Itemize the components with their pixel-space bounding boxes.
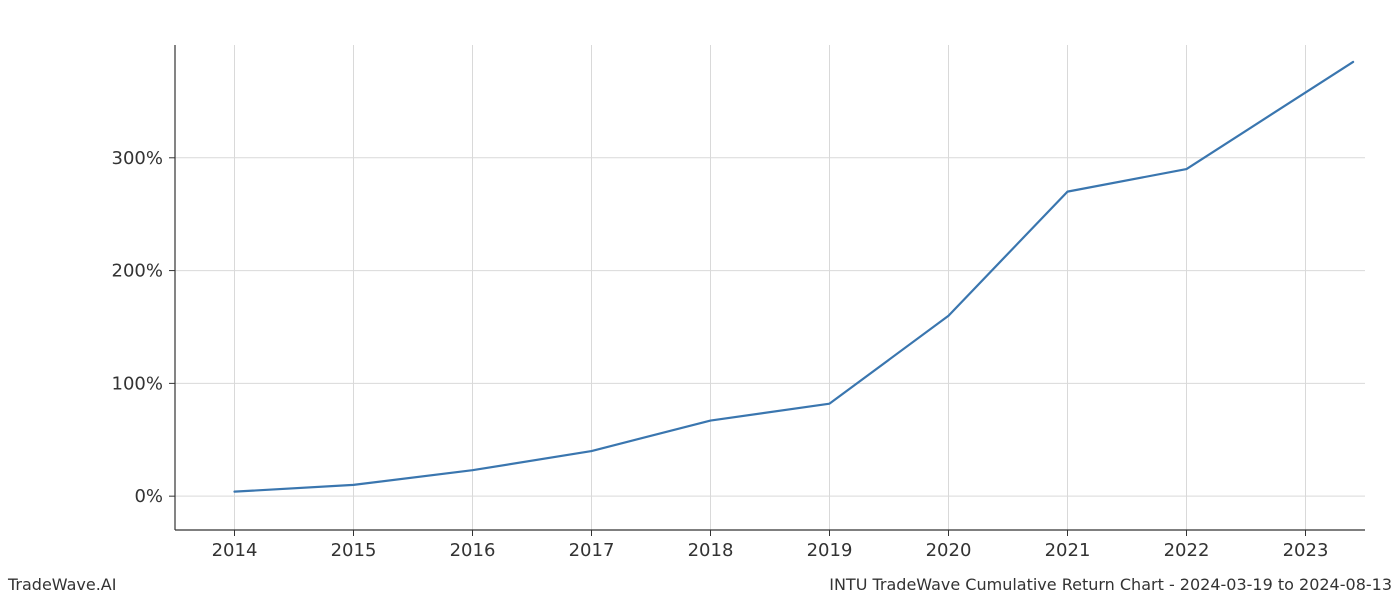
x-tick-label: 2021 — [1045, 540, 1091, 561]
footer-brand: TradeWave.AI — [8, 575, 116, 594]
x-tick-label: 2020 — [926, 540, 972, 561]
footer-caption: INTU TradeWave Cumulative Return Chart -… — [829, 575, 1392, 594]
y-tick-label: 100% — [112, 373, 163, 394]
x-tick-label: 2014 — [212, 540, 258, 561]
y-tick-label: 300% — [112, 148, 163, 169]
y-tick-label: 0% — [134, 486, 163, 507]
x-tick-label: 2022 — [1164, 540, 1210, 561]
x-tick-label: 2018 — [688, 540, 734, 561]
x-tick-label: 2015 — [331, 540, 377, 561]
y-tick-label: 200% — [112, 261, 163, 282]
chart-container: 2014 2015 2016 2017 2018 2019 2020 2021 2022 2023… — [0, 0, 1400, 600]
line-chart: 2014 2015 2016 2017 2018 2019 2020 2021 2022 2023… — [0, 0, 1400, 600]
x-tick-label: 2023 — [1283, 540, 1329, 561]
x-tick-label: 2017 — [569, 540, 615, 561]
x-tick-label: 2019 — [807, 540, 853, 561]
x-tick-label: 2016 — [450, 540, 496, 561]
